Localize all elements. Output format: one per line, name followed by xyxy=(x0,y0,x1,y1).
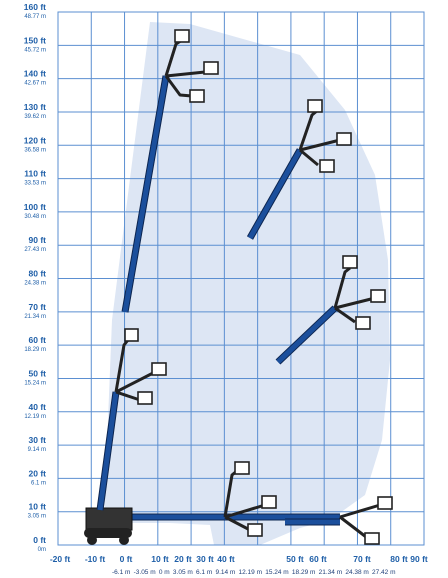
x-label-ft: 20 ft xyxy=(174,554,192,564)
y-label-ft: 70 ft xyxy=(29,302,47,312)
x-label-ft: 0 ft xyxy=(120,554,133,564)
y-label-m: 27.43 m xyxy=(24,247,46,253)
y-label-m: 9.14 m xyxy=(28,447,46,453)
y-label-m: 45.72 m xyxy=(24,47,46,53)
y-label-ft: 150 ft xyxy=(24,35,46,45)
y-label-ft: 30 ft xyxy=(29,435,47,445)
y-label-m: 21.34 m xyxy=(24,314,46,320)
y-label-m: 15.24 m xyxy=(24,380,46,386)
y-label-m: 12.19 m xyxy=(24,414,46,420)
y-label-m: 18.29 m xyxy=(24,347,46,353)
x-label-ft: 10 ft xyxy=(151,554,169,564)
x-label-ft: 30 ft xyxy=(196,554,214,564)
y-label-ft: 80 ft xyxy=(29,269,47,279)
x-label-m: 6.1 m xyxy=(196,569,212,576)
axis-labels: 160 ft 48.77 m 150 ft 45.72 m 140 ft 42.67 m 1… xyxy=(24,2,428,576)
x-label-m: 21.34 m xyxy=(319,569,343,576)
y-label-m: 6.1 m xyxy=(31,480,46,486)
y-label-ft: 0 ft xyxy=(33,535,46,545)
y-label-ft: 50 ft xyxy=(29,368,47,378)
y-label-ft: 40 ft xyxy=(29,402,47,412)
x-label-m: -3.05 m xyxy=(134,569,156,576)
y-label-ft: 100 ft xyxy=(24,202,46,212)
y-label-ft: 10 ft xyxy=(29,502,47,512)
y-label-m: 36.58 m xyxy=(24,147,46,153)
y-label-ft: 110 ft xyxy=(24,169,46,179)
y-label-ft: 90 ft xyxy=(29,235,47,245)
x-label-m: 12.19 m xyxy=(239,569,263,576)
y-label-ft: 130 ft xyxy=(24,102,46,112)
x-label-m: -6.1 m xyxy=(112,569,130,576)
x-label-ft: 90 ft xyxy=(410,554,428,564)
x-label-ft: 70 ft xyxy=(353,554,371,564)
x-label-m: 27.42 m xyxy=(372,569,396,576)
x-label-m: 3.05 m xyxy=(173,569,193,576)
y-label-ft: 60 ft xyxy=(29,335,47,345)
y-label-ft: 20 ft xyxy=(29,468,47,478)
y-label-m: 3.05 m xyxy=(28,514,46,520)
x-label-m: 18.29 m xyxy=(292,569,316,576)
x-label-m: 9.14 m xyxy=(215,569,235,576)
x-label-ft: -10 ft xyxy=(85,554,105,564)
machine xyxy=(84,29,393,545)
y-label-m: 33.53 m xyxy=(24,181,46,187)
working-envelope xyxy=(104,22,390,545)
x-label-m: 24.38 m xyxy=(345,569,369,576)
y-label-ft: 160 ft xyxy=(24,2,46,12)
x-label-m: 15.24 m xyxy=(265,569,289,576)
y-label-m: 0m xyxy=(38,547,46,553)
y-label-m: 42.67 m xyxy=(24,81,46,87)
x-label-m: 0 m xyxy=(159,569,170,576)
x-label-ft: -20 ft xyxy=(50,554,70,564)
x-label-ft: 40 ft xyxy=(217,554,235,564)
x-label-ft: 50 ft xyxy=(286,554,304,564)
y-label-m: 24.38 m xyxy=(24,281,46,287)
y-label-ft: 120 ft xyxy=(24,135,46,145)
x-label-ft: 60 ft xyxy=(309,554,327,564)
y-label-m: 39.62 m xyxy=(24,114,46,120)
y-label-ft: 140 ft xyxy=(24,69,46,79)
grid xyxy=(57,11,425,546)
x-label-ft: 80 ft xyxy=(390,554,408,564)
y-label-m: 30.48 m xyxy=(24,214,46,220)
y-label-m: 48.77 m xyxy=(24,14,46,20)
